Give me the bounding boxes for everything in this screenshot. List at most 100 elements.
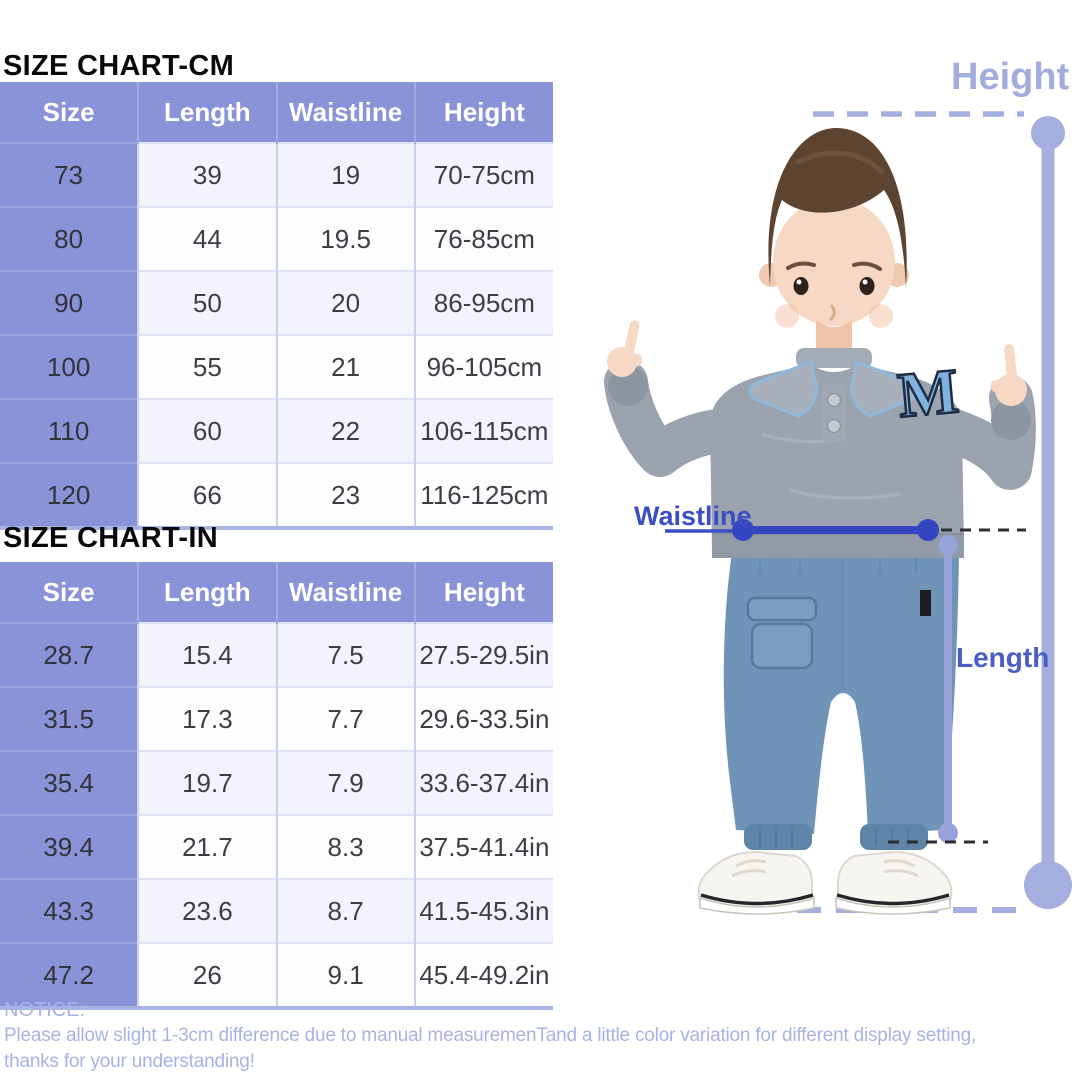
value-cell: 50 — [137, 270, 277, 335]
value-cell: 39 — [137, 142, 277, 207]
eye — [859, 277, 875, 295]
column-header-length: Length — [137, 562, 277, 623]
table-row: 47.2 26 9.1 45.4-49.2in — [0, 942, 553, 1008]
waistline-measure-line — [665, 519, 1026, 541]
size-cell: 43.3 — [0, 878, 139, 943]
table-row: 31.5 17.3 7.7 29.6-33.5in — [0, 686, 553, 751]
length-measure-label: Length — [956, 642, 1050, 673]
size-cell: 100 — [0, 334, 139, 399]
table-row: 120 66 23 116-125cm — [0, 462, 553, 528]
table-row: 73 39 19 70-75cm — [0, 142, 553, 207]
size-cell: 39.4 — [0, 814, 139, 879]
value-cell: 15.4 — [137, 622, 277, 687]
value-cell: 106-115cm — [413, 398, 553, 463]
table-row: 110 60 22 106-115cm — [0, 398, 553, 463]
value-cell: 22 — [275, 398, 415, 463]
button — [826, 392, 842, 408]
size-cell: 120 — [0, 462, 139, 528]
eye — [793, 277, 809, 295]
value-cell: 29.6-33.5in — [413, 686, 553, 751]
pants — [723, 552, 959, 834]
notice-line-2: thanks for your understanding! — [4, 1051, 255, 1072]
value-cell: 27.5-29.5in — [413, 622, 553, 687]
table-row: 35.4 19.7 7.9 33.6-37.4in — [0, 750, 553, 815]
pants-tag — [920, 590, 931, 616]
value-cell: 37.5-41.4in — [413, 814, 553, 879]
value-cell: 21.7 — [137, 814, 277, 879]
length-measure-line — [888, 535, 988, 844]
value-cell: 26 — [137, 942, 277, 1008]
size-cell: 110 — [0, 398, 139, 463]
right-hand — [990, 344, 1027, 406]
column-header-size: Size — [0, 82, 139, 143]
value-cell: 17.3 — [137, 686, 277, 751]
value-cell: 23.6 — [137, 878, 277, 943]
column-header-height: Height — [413, 82, 553, 143]
value-cell: 86-95cm — [413, 270, 553, 335]
waistline-measure-label: Waistline — [634, 501, 752, 531]
value-cell: 41.5-45.3in — [413, 878, 553, 943]
value-cell: 44 — [137, 206, 277, 271]
table-row: 90 50 20 86-95cm — [0, 270, 553, 335]
size-chart-cm-table: Size Length Waistline Height 73 39 19 70-75… — [0, 82, 553, 530]
value-cell: 19 — [275, 142, 415, 207]
size-cell: 80 — [0, 206, 139, 271]
column-header-length: Length — [137, 82, 277, 143]
value-cell: 33.6-37.4in — [413, 750, 553, 815]
table-row: 28.7 15.4 7.5 27.5-29.5in — [0, 622, 553, 687]
shirt-monogram-letter: M — [895, 355, 961, 431]
value-cell: 96-105cm — [413, 334, 553, 399]
notice-block: NOTICE: Please allow slight 1-3cm differ… — [4, 997, 1078, 1075]
size-chart-in-table: Size Length Waistline Height 28.7 15.4 7.5… — [0, 562, 553, 1010]
value-cell: 70-75cm — [413, 142, 553, 207]
column-header-waistline: Waistline — [275, 562, 415, 623]
value-cell: 60 — [137, 398, 277, 463]
size-chart-in-title: SIZE CHART-IN — [3, 522, 218, 554]
table-header-row: Size Length Waistline Height — [0, 562, 553, 623]
value-cell: 23 — [275, 462, 415, 528]
table-row: 43.3 23.6 8.7 41.5-45.3in — [0, 878, 553, 943]
size-cell: 90 — [0, 270, 139, 335]
value-cell: 19.5 — [275, 206, 415, 271]
value-cell: 116-125cm — [413, 462, 553, 528]
value-cell: 7.5 — [275, 622, 415, 687]
left-shoe — [697, 850, 815, 915]
child-model-figure: M — [604, 111, 1072, 915]
notice-line-1: Please allow slight 1-3cm difference due… — [4, 1025, 977, 1046]
button — [826, 418, 842, 434]
child-illustration: M — [604, 128, 1036, 915]
size-cell: 47.2 — [0, 942, 139, 1008]
table-body: 73 39 19 70-75cm 80 44 19.5 76-85cm 90 50 20 86-95c… — [0, 142, 553, 528]
value-cell: 8.7 — [275, 878, 415, 943]
column-header-size: Size — [0, 562, 139, 623]
value-cell: 8.3 — [275, 814, 415, 879]
left-hand — [607, 320, 643, 377]
size-cell: 31.5 — [0, 686, 139, 751]
size-cell: 28.7 — [0, 622, 139, 687]
notice-title: NOTICE: — [4, 999, 86, 1021]
size-cell: 35.4 — [0, 750, 139, 815]
size-cell: 73 — [0, 142, 139, 207]
right-shoe — [835, 850, 953, 915]
value-cell: 21 — [275, 334, 415, 399]
value-cell: 45.4-49.2in — [413, 942, 553, 1008]
height-measure-label: Height — [951, 56, 1070, 98]
value-cell: 19.7 — [137, 750, 277, 815]
pocket-flap — [746, 596, 818, 622]
column-header-height: Height — [413, 562, 553, 623]
value-cell: 76-85cm — [413, 206, 553, 271]
table-row: 39.4 21.7 8.3 37.5-41.4in — [0, 814, 553, 879]
table-body: 28.7 15.4 7.5 27.5-29.5in 31.5 17.3 7.7 29.6-33… — [0, 622, 553, 1008]
value-cell: 7.9 — [275, 750, 415, 815]
column-header-waistline: Waistline — [275, 82, 415, 143]
value-cell: 66 — [137, 462, 277, 528]
table-row: 100 55 21 96-105cm — [0, 334, 553, 399]
pocket — [750, 622, 814, 670]
collar — [748, 360, 819, 418]
hair — [768, 128, 907, 288]
value-cell: 20 — [275, 270, 415, 335]
table-row: 80 44 19.5 76-85cm — [0, 206, 553, 271]
collar — [849, 360, 920, 418]
sweatshirt — [710, 364, 964, 552]
